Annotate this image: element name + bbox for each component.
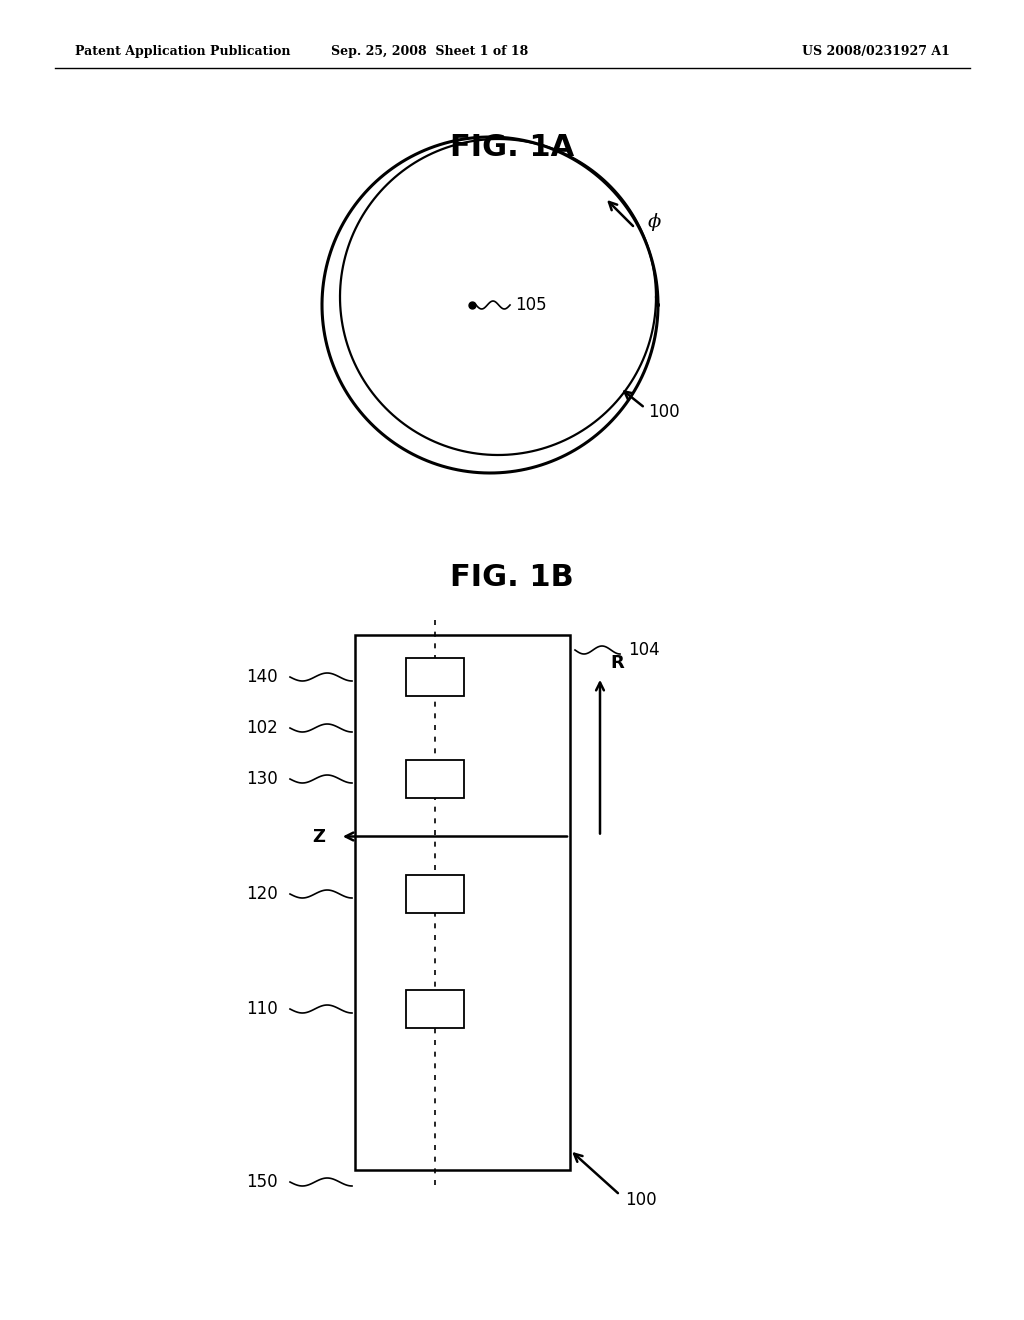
Bar xyxy=(406,875,464,913)
Text: R: R xyxy=(610,653,624,672)
Text: FIG. 1A: FIG. 1A xyxy=(450,133,574,162)
Text: 105: 105 xyxy=(515,296,547,314)
Text: Patent Application Publication: Patent Application Publication xyxy=(75,45,291,58)
Text: 100: 100 xyxy=(625,1191,656,1209)
Text: 104: 104 xyxy=(628,642,659,659)
Text: 120: 120 xyxy=(246,884,278,903)
Bar xyxy=(406,657,464,696)
Text: ϕ: ϕ xyxy=(648,213,662,231)
Bar xyxy=(406,990,464,1028)
Text: FIG. 1B: FIG. 1B xyxy=(451,564,573,593)
Text: Sep. 25, 2008  Sheet 1 of 18: Sep. 25, 2008 Sheet 1 of 18 xyxy=(332,45,528,58)
Text: US 2008/0231927 A1: US 2008/0231927 A1 xyxy=(802,45,950,58)
Bar xyxy=(406,760,464,799)
Bar xyxy=(355,635,570,1170)
Text: 150: 150 xyxy=(247,1173,278,1191)
Text: 130: 130 xyxy=(246,770,278,788)
Text: 102: 102 xyxy=(246,719,278,737)
Text: 140: 140 xyxy=(247,668,278,686)
Text: Z: Z xyxy=(312,828,325,846)
Text: 100: 100 xyxy=(648,403,680,421)
Text: 110: 110 xyxy=(246,1001,278,1018)
